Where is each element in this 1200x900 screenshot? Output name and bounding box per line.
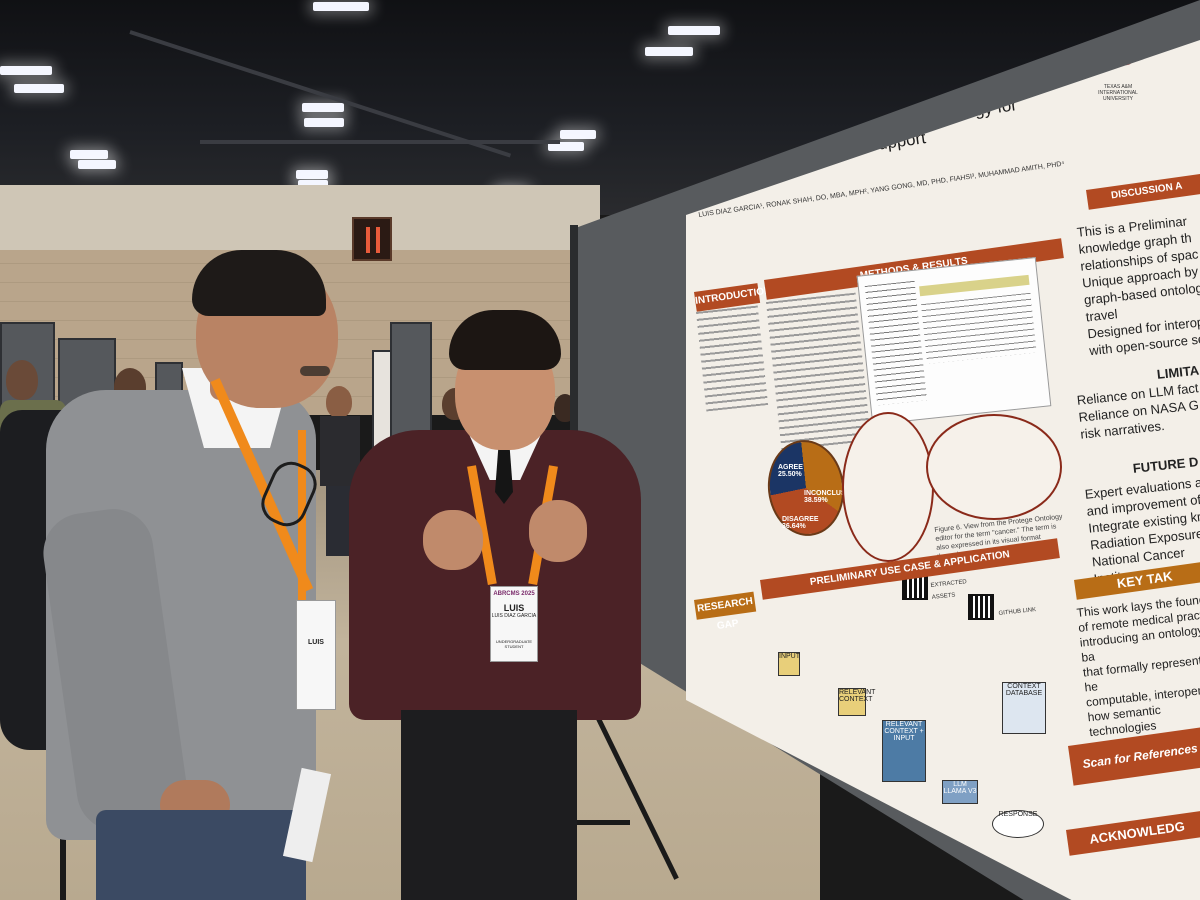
flow-relevant-context-input: RELEVANT CONTEXT + INPUT [882, 720, 926, 782]
ceiling-light [70, 150, 108, 159]
ceiling-light [14, 84, 64, 93]
presenter-hand-right [529, 500, 587, 562]
pie-label-inconclusive: INCONCLUSIVE 38.59% [804, 490, 857, 504]
tie [495, 444, 513, 504]
name-badge-presenter: ABRCMS 2025 LUIS LUIS DIAZ GARCIA UNDERG… [490, 586, 538, 662]
flow-relevant-context: RELEVANT CONTEXT [838, 688, 875, 716]
qr-code-github [968, 594, 994, 620]
exit-sign [352, 217, 392, 261]
ceiling-duct [200, 140, 560, 144]
concept-map-diagram [842, 412, 934, 562]
mustache [300, 366, 330, 376]
badge-name: LUIS [503, 603, 525, 613]
presenter: ABRCMS 2025 LUIS LUIS DIAZ GARCIA UNDERG… [345, 310, 645, 900]
badge-event: ABRCMS 2025 [493, 591, 535, 597]
badge-name: LUIS [308, 639, 324, 646]
lanyard [298, 430, 306, 610]
ceiling-light [548, 142, 584, 151]
qr-label-github: GITHUB LINK [998, 607, 1037, 617]
poster-stand-leg [560, 820, 630, 825]
university-logo-text: TEXAS A&M INTERNATIONAL UNIVERSITY [1098, 84, 1138, 102]
ceiling-light [645, 47, 693, 56]
ceiling-light [302, 103, 344, 112]
flow-llm: LLM LLAMA V3 [942, 780, 978, 804]
ceiling-light [78, 160, 116, 169]
ceiling-light [668, 26, 720, 35]
poster-board-frame [570, 225, 578, 625]
intro-text-block [696, 305, 769, 412]
left-attendee: LUIS [0, 250, 350, 900]
ceiling-light [560, 130, 596, 139]
limitations-text: Reliance on LLM fact Reliance on NASA G … [1076, 377, 1200, 442]
hair [192, 250, 326, 316]
discussion-text: This is a Preliminar knowledge graph th … [1076, 209, 1200, 359]
ceiling-light [298, 180, 328, 189]
ceiling-light [0, 66, 52, 75]
badge-full-name: LUIS DIAZ GARCIA [491, 613, 537, 619]
name-badge-left: LUIS [296, 600, 336, 710]
section-discussion: DISCUSSION A [1086, 173, 1200, 210]
flow-input: INPUT [778, 652, 800, 676]
back-wall-band [0, 185, 600, 250]
section-acknowledgements: ACKNOWLEDG [1066, 810, 1200, 856]
section-research-gap: RESEARCH GAP [694, 591, 757, 632]
qr-label-extracted: EXTRACTED ASSETS [930, 579, 968, 601]
ceiling-light [313, 2, 369, 11]
concept-map-diagram [926, 414, 1062, 520]
ontology-screenshot [856, 257, 1052, 425]
jeans [96, 810, 306, 900]
section-future: FUTURE D [1132, 454, 1200, 476]
ceiling-light [296, 170, 328, 179]
flow-context-database: CONTEXT DATABASE [1002, 682, 1046, 734]
curly-hair [449, 310, 561, 370]
pie-label-agree: AGREE 25.50% [778, 464, 803, 478]
ceiling-light [304, 118, 344, 127]
methods-text-block [766, 292, 872, 452]
pie-label-disagree: DISAGREE 36.64% [782, 516, 819, 530]
presenter-hand-left [423, 510, 483, 570]
black-pants [401, 710, 577, 900]
flow-response: RESPONSE [992, 810, 1044, 838]
badge-role: UNDERGRADUATE STUDENT [495, 639, 533, 649]
